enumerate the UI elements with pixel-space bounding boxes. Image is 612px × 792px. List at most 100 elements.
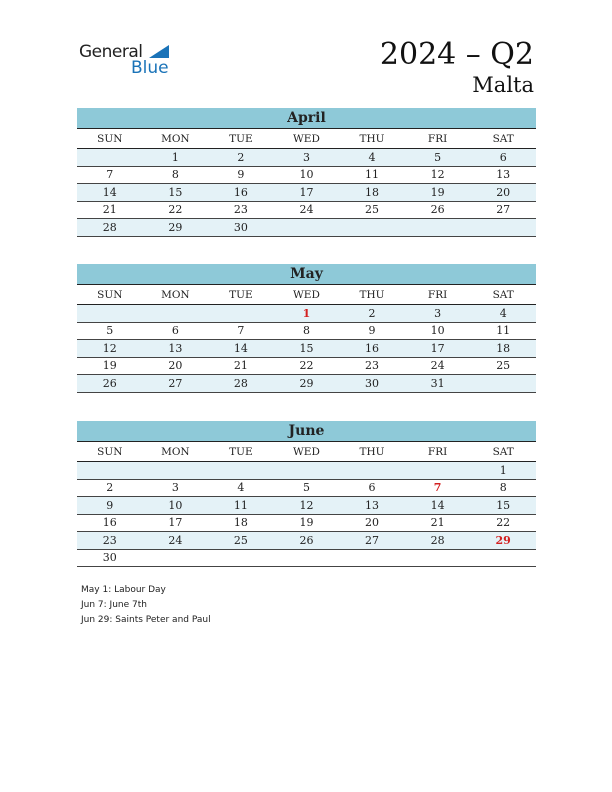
month-may: May SUN MON TUE WED THU FRI SAT 1 2 3 4 5 6 7 8 9 10 11 12 1…: [77, 264, 536, 393]
logo-general: General: [79, 42, 143, 62]
weekday-header: SAT: [470, 129, 536, 149]
day-cell: 10: [273, 166, 340, 184]
day-cell: 27: [470, 201, 536, 219]
weekday-header: FRI: [404, 285, 471, 305]
day-cell: 20: [142, 357, 209, 375]
day-cell: 15: [273, 339, 340, 358]
day-cell: 26: [404, 201, 471, 219]
day-cell: [339, 549, 405, 567]
day-cell: 31: [404, 374, 471, 393]
day-cell: 30: [208, 218, 274, 237]
weekday-header: THU: [339, 442, 405, 462]
month-title: April: [77, 108, 536, 129]
day-cell: 26: [273, 531, 340, 550]
day-cell: 11: [208, 496, 274, 515]
day-cell: 23: [208, 201, 274, 219]
calendar-grid: SUN MON TUE WED THU FRI SAT 1 2 3 4 5 6 7 8 9 10 11 12 13 14…: [77, 285, 536, 393]
calendar-grid: SUN MON TUE WED THU FRI SAT 1 2 3 4 5 6 7 8 9 10 11 12 13 14…: [77, 129, 536, 237]
day-cell: 3: [273, 148, 340, 167]
day-cell: 30: [77, 549, 143, 567]
day-cell: [470, 218, 536, 237]
day-cell: [404, 218, 471, 237]
holiday-note: May 1: Labour Day: [81, 585, 166, 595]
day-cell: 16: [208, 183, 274, 202]
weekday-header: FRI: [404, 129, 471, 149]
day-cell: 3: [142, 479, 209, 497]
day-cell: 10: [142, 496, 209, 515]
day-cell: 9: [339, 322, 405, 340]
weekday-header: THU: [339, 285, 405, 305]
day-cell: [404, 461, 471, 480]
day-cell: 5: [77, 322, 143, 340]
day-cell: 20: [339, 514, 405, 532]
holiday-note: Jun 29: Saints Peter and Paul: [81, 615, 211, 625]
day-cell: [208, 461, 274, 480]
day-cell: 18: [339, 183, 405, 202]
week-row: 7 8 9 10 11 12 13: [77, 166, 536, 184]
day-cell: 10: [404, 322, 471, 340]
day-cell: 13: [470, 166, 536, 184]
day-cell: [470, 374, 536, 393]
weekday-header: SUN: [77, 285, 143, 305]
day-cell: 4: [339, 148, 405, 167]
day-cell: 21: [208, 357, 274, 375]
day-cell: 8: [470, 479, 536, 497]
day-cell: 25: [470, 357, 536, 375]
day-cell: 17: [142, 514, 209, 532]
day-cell: 19: [77, 357, 143, 375]
weekday-header: TUE: [208, 129, 274, 149]
day-cell: 4: [208, 479, 274, 497]
day-cell: 28: [208, 374, 274, 393]
day-cell: 20: [470, 183, 536, 202]
week-row: 14 15 16 17 18 19 20: [77, 183, 536, 202]
day-cell: 6: [142, 322, 209, 340]
weekday-header: WED: [273, 285, 340, 305]
week-row: 5 6 7 8 9 10 11: [77, 322, 536, 340]
day-cell: 3: [404, 304, 471, 323]
day-cell: 5: [404, 148, 471, 167]
day-cell: 17: [273, 183, 340, 202]
day-cell: 4: [470, 304, 536, 323]
week-row: 16 17 18 19 20 21 22: [77, 514, 536, 532]
holiday-day-cell: 7: [404, 479, 471, 497]
day-cell: 18: [470, 339, 536, 358]
day-cell: [273, 461, 340, 480]
day-cell: 1: [142, 148, 209, 167]
month-april: April SUN MON TUE WED THU FRI SAT 1 2 3 4 5 6 7 8 9 10 11 1…: [77, 108, 536, 237]
day-cell: [142, 549, 209, 567]
day-cell: 11: [470, 322, 536, 340]
day-cell: 25: [208, 531, 274, 550]
weekday-header: SAT: [470, 442, 536, 462]
day-cell: 23: [339, 357, 405, 375]
day-cell: 9: [208, 166, 274, 184]
weekday-header: WED: [273, 442, 340, 462]
day-cell: 27: [142, 374, 209, 393]
day-cell: 1: [470, 461, 536, 480]
day-cell: 21: [77, 201, 143, 219]
month-june: June SUN MON TUE WED THU FRI SAT 1 2 3 4 5 6 7 8 9 10 11 12…: [77, 421, 536, 567]
day-cell: [77, 461, 143, 480]
weekday-header: SAT: [470, 285, 536, 305]
day-cell: [470, 549, 536, 567]
logo-blue: Blue: [131, 58, 169, 78]
day-cell: 29: [142, 218, 209, 237]
day-cell: 6: [339, 479, 405, 497]
day-cell: 29: [273, 374, 340, 393]
day-cell: 13: [142, 339, 209, 358]
day-cell: 12: [273, 496, 340, 515]
holiday-notes: May 1: Labour Day Jun 7: June 7th Jun 29…: [81, 583, 211, 628]
day-cell: 2: [208, 148, 274, 167]
week-row: 28 29 30: [77, 218, 536, 237]
day-cell: 2: [339, 304, 405, 323]
week-row: 30: [77, 549, 536, 567]
day-cell: 2: [77, 479, 143, 497]
week-row: 21 22 23 24 25 26 27: [77, 201, 536, 219]
day-cell: 7: [77, 166, 143, 184]
logo-triangle-icon: [149, 45, 169, 58]
day-cell: [339, 218, 405, 237]
day-cell: 6: [470, 148, 536, 167]
weekday-header: WED: [273, 129, 340, 149]
weekday-header: FRI: [404, 442, 471, 462]
